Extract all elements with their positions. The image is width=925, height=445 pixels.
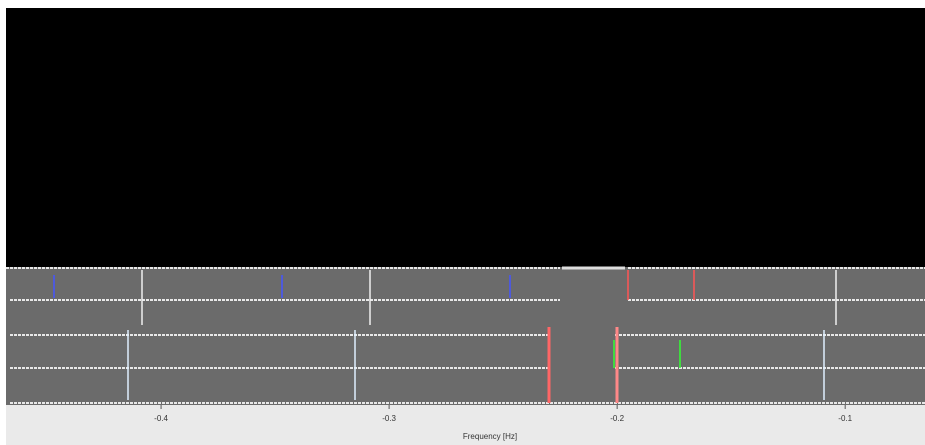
x-tick-label: -0.1 xyxy=(838,414,852,423)
spectrum-view: Frequency [Hz] -0.4 -0.3 -0.2 -0.1 xyxy=(0,0,925,445)
x-tick-label: -0.4 xyxy=(154,414,168,423)
x-axis-label: Frequency [Hz] xyxy=(463,432,517,441)
x-tick-label: -0.2 xyxy=(610,414,624,423)
waterfall-display xyxy=(6,8,925,267)
x-tick-label: -0.3 xyxy=(382,414,396,423)
